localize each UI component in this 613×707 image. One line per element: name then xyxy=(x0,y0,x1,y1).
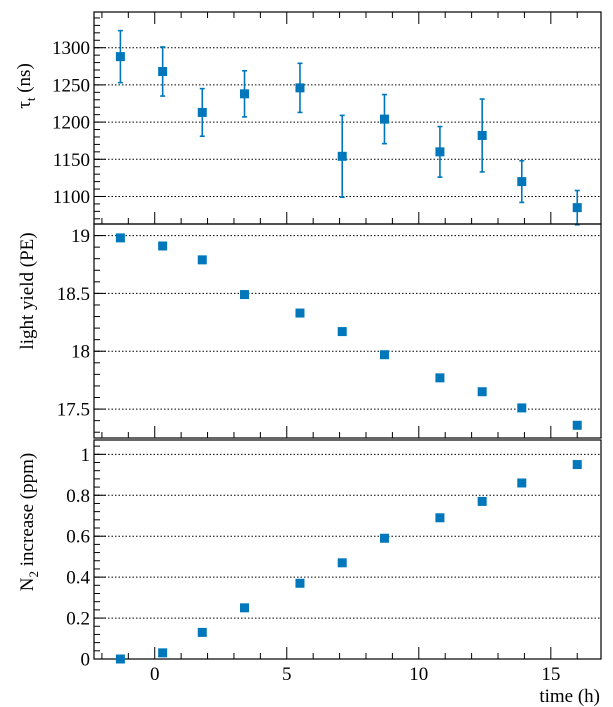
panel1-y-tick-label: 1150 xyxy=(53,150,90,171)
panel2-frame xyxy=(93,223,602,439)
panel1-y-tick-label: 1300 xyxy=(52,38,90,59)
panel1-ylabel-main: τ xyxy=(14,101,35,109)
panel3-data-point xyxy=(435,513,445,523)
x-tick-label: 5 xyxy=(282,664,292,685)
panel2-data-point xyxy=(158,241,168,251)
panel1-data-point xyxy=(197,107,207,117)
panel3-data-point xyxy=(572,460,582,470)
panel1-ylabel-sub: t xyxy=(23,97,38,101)
panel3-ylabel-sub: 2 xyxy=(26,571,41,578)
panel3-y-tick-label: 1 xyxy=(81,445,91,466)
panel3: 0 0.2 0.4 0.6 0.8 1 xyxy=(66,439,602,671)
panel3-y-tick-label: 0 xyxy=(81,650,91,671)
x-tick-label: 10 xyxy=(409,664,428,685)
panel3-y-tick-label: 0.4 xyxy=(66,568,90,589)
panel1-data-point xyxy=(517,177,527,187)
panel2-y-tick-label: 19 xyxy=(71,226,90,247)
panel1-data-point xyxy=(115,52,125,62)
panel1-data-point xyxy=(158,67,168,77)
panel2-data-point xyxy=(517,403,527,413)
panel3-data-point xyxy=(197,627,207,637)
panel3-data-point xyxy=(379,533,389,543)
panel2-y-tick-label: 18.5 xyxy=(57,284,90,305)
panel3-data-point xyxy=(158,648,168,658)
panel2-data-point xyxy=(572,420,582,430)
panel1-y-tick-label: 1100 xyxy=(53,187,90,208)
panel2: 17.5 18 18.5 19 xyxy=(57,223,602,439)
panel2-data-point xyxy=(477,387,487,397)
panel3-data-point xyxy=(517,478,527,488)
panel1-data-point xyxy=(240,89,250,99)
panel1: 1100 1150 1200 1250 1300 xyxy=(52,11,602,226)
panel1-y-tick-label: 1200 xyxy=(52,113,90,134)
panel1-y-tick-label: 1250 xyxy=(52,75,90,96)
panel1-data-point xyxy=(435,147,445,157)
panel1-ylabel: τt (ns) xyxy=(14,63,38,109)
panel2-data-point xyxy=(379,350,389,360)
panel3-ylabel-rest: increase (ppm) xyxy=(17,453,38,571)
panel3-data-point xyxy=(477,496,487,506)
panel1-data-point xyxy=(477,130,487,140)
x-tick-label: 15 xyxy=(541,664,560,685)
panel3-data-point xyxy=(240,603,250,613)
panel1-data-point xyxy=(295,83,305,93)
panel2-data-point xyxy=(435,373,445,383)
x-axis-label: time (h) xyxy=(539,686,600,707)
panel3-frame xyxy=(93,439,602,660)
panel2-ylabel: light yield (PE) xyxy=(17,232,38,349)
panel2-data-point xyxy=(295,308,305,318)
panel2-y-tick-label: 18 xyxy=(71,342,90,363)
panel3-y-tick-label: 0.6 xyxy=(66,527,90,548)
panel2-data-point xyxy=(337,327,347,337)
panel3-y-tick-label: 0.8 xyxy=(66,486,90,507)
panel1-ylabel-unit: (ns) xyxy=(14,63,35,93)
panel3-data-point xyxy=(337,558,347,568)
panel3-data-point xyxy=(115,654,125,664)
panel3-y-tick-label: 0.2 xyxy=(66,609,90,630)
panel3-ylabel-main: N xyxy=(17,577,38,591)
panel1-data-point xyxy=(379,114,389,124)
panel2-data-point xyxy=(197,255,207,265)
plot-layer: 1100115012001250130017.51818.51900.20.40… xyxy=(52,11,602,685)
x-tick-label: 0 xyxy=(150,664,160,685)
panel2-data-point xyxy=(115,233,125,243)
panel1-data-point xyxy=(337,151,347,161)
panel2-data-point xyxy=(240,290,250,300)
panel2-y-tick-label: 17.5 xyxy=(57,400,90,421)
panel1-frame xyxy=(93,11,602,225)
panel3-data-point xyxy=(295,578,305,588)
panel1-data-point xyxy=(572,203,582,213)
panel3-ylabel: N2 increase (ppm) xyxy=(17,453,41,591)
